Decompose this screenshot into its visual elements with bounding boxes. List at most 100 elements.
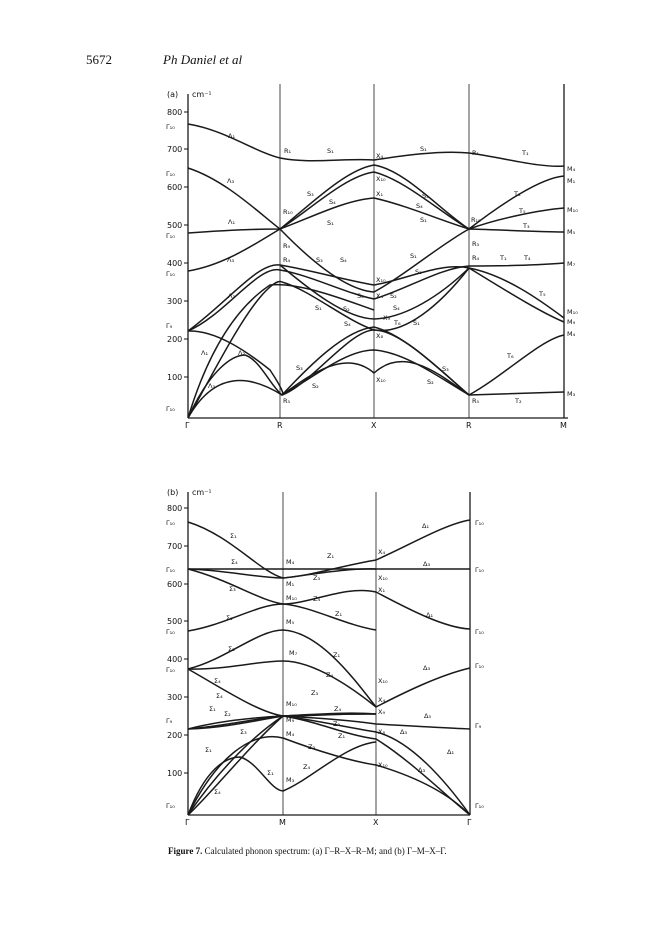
- left-label: Γ₉: [166, 322, 173, 330]
- left-label: Γ₁₀: [166, 666, 175, 674]
- branch-label: M₁₀: [286, 700, 297, 708]
- branch-label: T₂: [514, 397, 522, 405]
- branch-label: Z₃: [313, 574, 320, 582]
- y-tick: 500: [167, 617, 182, 626]
- branch-curve: [187, 629, 471, 708]
- branch-label: S₃: [316, 256, 323, 264]
- branch-label: R₁₀: [283, 208, 293, 216]
- branch-label: R₄: [472, 254, 480, 262]
- left-gamma-labels: Γ₁₀ Γ₁₀ Γ₁₀ Γ₁₀ Γ₉ Γ₁₀: [166, 123, 175, 413]
- branch-label: M₄: [286, 730, 295, 738]
- branch-label: S₁: [420, 145, 427, 153]
- branch-curve: [187, 715, 471, 816]
- branch-label: Σ₁: [209, 705, 216, 713]
- branch-label: S₁: [327, 147, 334, 155]
- branch-curve: [187, 519, 471, 579]
- y-tick-marks: [184, 111, 188, 378]
- right-m-labels: M₄ M₁ M₁₀ M₅ M₇ M₁₀ M₉ M₄ M₃: [567, 165, 578, 398]
- y-tick: 200: [167, 731, 182, 740]
- branch-label: S₂: [427, 378, 434, 386]
- branch-label: Δ₁: [447, 748, 454, 756]
- x-label: Γ: [185, 421, 190, 430]
- y-tick: 600: [167, 580, 182, 589]
- branch-label: Z₄: [326, 671, 333, 679]
- branch-label: Σ₃: [240, 728, 247, 736]
- branch-label: Λ₃: [227, 256, 234, 264]
- branch-label: Z₁: [327, 552, 334, 560]
- branch-label: Λ₃: [227, 177, 234, 185]
- branch-label: T₄: [523, 254, 531, 262]
- branch-label: Σ₄: [214, 788, 221, 796]
- branch-label: S₃: [307, 190, 314, 198]
- branch-curve: [187, 568, 471, 630]
- branch-label: S₁: [410, 252, 417, 260]
- x-label: R: [466, 421, 472, 430]
- branch-label: S₄: [340, 256, 347, 264]
- y-tick: 200: [167, 335, 182, 344]
- branch-curve: [187, 262, 565, 332]
- branch-label: R₃: [472, 240, 480, 248]
- branch-curve: [187, 326, 565, 396]
- y-tick: 100: [167, 373, 182, 382]
- right-label: Γ₁₀: [475, 802, 484, 810]
- branch-label: Λ₃: [208, 382, 215, 390]
- branch-curve: [187, 603, 377, 632]
- branch-label: M₁₀: [286, 594, 297, 602]
- branch-label: T₁: [499, 254, 507, 262]
- branch-label: Z₁: [333, 651, 340, 659]
- left-label: Γ₁₀: [166, 232, 175, 240]
- right-label: Γ₁₀: [475, 566, 484, 574]
- panel-label: (b): [167, 488, 178, 497]
- left-label: Γ₁₀: [166, 170, 175, 178]
- branch-label: S₃: [296, 364, 303, 372]
- y-tick: 300: [167, 693, 182, 702]
- y-tick: 400: [167, 259, 182, 268]
- right-label: Γ₁₀: [475, 628, 484, 636]
- y-tick: 800: [167, 504, 182, 513]
- unit-label: cm⁻¹: [192, 488, 212, 497]
- branch-label: Z₄: [303, 763, 310, 771]
- left-label: Γ₁₀: [166, 628, 175, 636]
- branch-curve: [187, 568, 377, 579]
- dispersion-branches: [187, 123, 565, 419]
- branch-label: Λ₁: [201, 349, 208, 357]
- branch-label: Z₄: [334, 705, 341, 713]
- branch-label: T₃: [513, 190, 521, 198]
- branch-curve: [187, 329, 565, 419]
- right-label: Γ₁₀: [475, 519, 484, 527]
- right-label: M₇: [567, 260, 576, 268]
- branch-label: X₁₀: [376, 276, 386, 284]
- branch-label: Σ₁: [226, 614, 233, 622]
- branch-label: T₅: [518, 207, 526, 215]
- left-label: Γ₁₀: [166, 802, 175, 810]
- branch-label: Σ₁: [205, 746, 212, 754]
- branch-label: X₈: [376, 332, 383, 340]
- branch-label: S₄: [393, 304, 400, 312]
- x-label: R: [277, 421, 283, 430]
- branch-label: Z₁: [338, 732, 345, 740]
- branch-label: Δ₃: [418, 766, 425, 774]
- y-tick: 700: [167, 145, 182, 154]
- branch-label: T₆: [506, 352, 514, 360]
- right-label: Γ₉: [475, 722, 482, 730]
- branch-label: M₉: [286, 716, 295, 724]
- branch-label: Z₄: [313, 595, 320, 603]
- branch-label: S₁: [315, 304, 322, 312]
- branch-label: R₄: [283, 256, 291, 264]
- y-tick: 100: [167, 769, 182, 778]
- branch-curve: [281, 361, 470, 396]
- y-tick: 800: [167, 108, 182, 117]
- branch-label: X₁: [376, 190, 383, 198]
- branch-label: X₄: [378, 548, 385, 556]
- branch-curve: [187, 123, 565, 168]
- branch-label: X₁: [378, 586, 385, 594]
- branch-label: R₉: [283, 242, 291, 250]
- panel-label: (a): [167, 90, 178, 99]
- branch-label: X₄: [376, 152, 383, 160]
- branch-label: Σ₁: [230, 532, 237, 540]
- dispersion-branches: [187, 519, 471, 816]
- y-tick: 300: [167, 297, 182, 306]
- unit-label: cm⁻¹: [192, 90, 212, 99]
- right-label: M₁₀: [567, 308, 578, 316]
- branch-label: Z₂: [333, 720, 340, 728]
